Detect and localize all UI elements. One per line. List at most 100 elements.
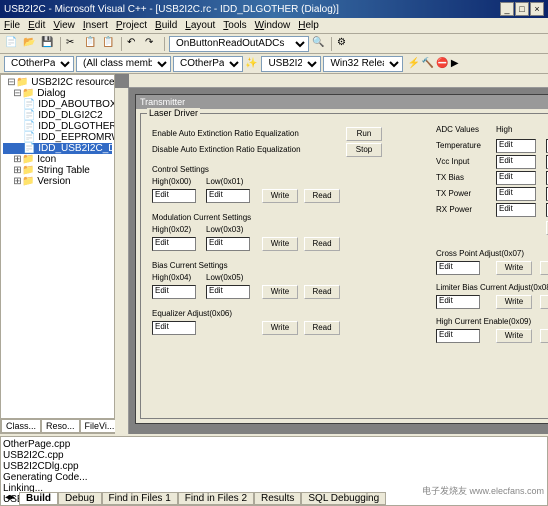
- edit-ctrl-low[interactable]: Edit: [206, 189, 250, 203]
- window-titlebar: USB2I2C - Microsoft Visual C++ - [USB2I2…: [0, 0, 548, 18]
- write-button-cp[interactable]: Write: [496, 261, 532, 275]
- read-button-lb[interactable]: Read: [540, 295, 548, 309]
- function-combo[interactable]: OnButtonReadOutADCs: [169, 36, 309, 52]
- resource-tree[interactable]: ⊟📁 USB2I2C resources ⊟📁 Dialog 📄 IDD_ABO…: [1, 75, 114, 418]
- label-vcc: Vcc Input: [436, 157, 469, 166]
- write-button-hc[interactable]: Write: [496, 329, 532, 343]
- tab-find2[interactable]: Find in Files 2: [178, 492, 254, 505]
- groupbox-label: Laser Driver: [147, 108, 200, 118]
- tab-sql[interactable]: SQL Debugging: [301, 492, 386, 505]
- compile-icon[interactable]: ⚡: [407, 58, 419, 69]
- read-button-mod[interactable]: Read: [304, 237, 340, 251]
- stop-build-icon[interactable]: ⛔: [436, 58, 448, 69]
- write-button-mod[interactable]: Write: [262, 237, 298, 251]
- edit-rxpower-high[interactable]: Edit: [496, 203, 536, 217]
- label-txbias: TX Bias: [436, 173, 464, 182]
- dialog-caption: Transmitter: [136, 95, 548, 109]
- go-icon[interactable]: ▶: [451, 58, 459, 69]
- window-controls: _ □ ×: [500, 2, 544, 16]
- wizard-icon[interactable]: ✨: [245, 58, 257, 69]
- menu-window[interactable]: Window: [255, 20, 291, 31]
- workspace-tabs: Class... Reso... FileVi...: [1, 418, 114, 433]
- project-combo[interactable]: USB2I2C: [261, 56, 321, 72]
- paste-icon[interactable]: 📋: [101, 36, 117, 52]
- close-button[interactable]: ×: [530, 2, 544, 16]
- tree-root[interactable]: ⊟📁 USB2I2C resources: [3, 77, 112, 88]
- class-combo[interactable]: COtherPage: [4, 56, 74, 72]
- tree-icon-folder[interactable]: ⊞📁 Icon: [3, 154, 112, 165]
- build-icon[interactable]: 🔨: [422, 58, 434, 69]
- read-button-cp[interactable]: Read: [540, 261, 548, 275]
- tab-fileview[interactable]: FileVi...: [80, 419, 120, 433]
- find-icon[interactable]: 🔍: [311, 36, 327, 52]
- tree-item[interactable]: 📄 IDD_ABOUTBOX: [3, 99, 112, 110]
- redo-icon[interactable]: ↷: [144, 36, 160, 52]
- members-combo[interactable]: (All class members): [76, 56, 171, 72]
- label-bias: Bias Current Settings: [152, 261, 228, 270]
- cut-icon[interactable]: ✂: [65, 36, 81, 52]
- menu-tools[interactable]: Tools: [223, 20, 246, 31]
- edit-txpower-high[interactable]: Edit: [496, 187, 536, 201]
- edit-equalizer[interactable]: Edit: [152, 321, 196, 335]
- copy-icon[interactable]: 📋: [83, 36, 99, 52]
- read-button-ctrl[interactable]: Read: [304, 189, 340, 203]
- undo-icon[interactable]: ↶: [126, 36, 142, 52]
- tree-dialog-folder[interactable]: ⊟📁 Dialog: [3, 88, 112, 99]
- tab-find1[interactable]: Find in Files 1: [102, 492, 178, 505]
- label-low-0x01: Low(0x01): [206, 177, 243, 186]
- tree-version-folder[interactable]: ⊞📁 Version: [3, 176, 112, 187]
- menu-project[interactable]: Project: [116, 20, 147, 31]
- tree-item[interactable]: 📄 IDD_DLGOTHER1: [3, 121, 112, 132]
- maximize-button[interactable]: □: [515, 2, 529, 16]
- tree-string-folder[interactable]: ⊞📁 String Table: [3, 165, 112, 176]
- tree-item[interactable]: 📄 IDD_DLGI2C2: [3, 110, 112, 121]
- menu-help[interactable]: Help: [298, 20, 319, 31]
- edit-bias-high[interactable]: Edit: [152, 285, 196, 299]
- menu-layout[interactable]: Layout: [185, 20, 215, 31]
- workspace: ⊟📁 USB2I2C resources ⊟📁 Dialog 📄 IDD_ABO…: [0, 74, 548, 434]
- write-button-lb[interactable]: Write: [496, 295, 532, 309]
- edit-mod-high[interactable]: Edit: [152, 237, 196, 251]
- edit-ctrl-high[interactable]: Edit: [152, 189, 196, 203]
- edit-limiterbias[interactable]: Edit: [436, 295, 480, 309]
- menu-insert[interactable]: Insert: [83, 20, 108, 31]
- tab-results[interactable]: Results: [254, 492, 301, 505]
- menu-edit[interactable]: Edit: [28, 20, 45, 31]
- tab-classview[interactable]: Class...: [1, 419, 41, 433]
- new-icon[interactable]: 📄: [4, 36, 20, 52]
- write-button-bias[interactable]: Write: [262, 285, 298, 299]
- tab-debug[interactable]: Debug: [58, 492, 101, 505]
- menu-file[interactable]: File: [4, 20, 20, 31]
- edit-mod-low[interactable]: Edit: [206, 237, 250, 251]
- edit-txbias-high[interactable]: Edit: [496, 171, 536, 185]
- save-icon[interactable]: 💾: [40, 36, 56, 52]
- read-button-hc[interactable]: Read: [540, 329, 548, 343]
- write-button-ctrl[interactable]: Write: [262, 189, 298, 203]
- dialog-canvas[interactable]: Transmitter Laser Driver Enable Auto Ext…: [135, 94, 548, 424]
- edit-temp-high[interactable]: Edit: [496, 139, 536, 153]
- menu-build[interactable]: Build: [155, 20, 177, 31]
- tree-item-selected[interactable]: 📄 IDD_USB2I2C_DIALOG: [3, 143, 112, 154]
- watermark: 电子发烧友 www.elecfans.com: [422, 484, 544, 497]
- edit-bias-low[interactable]: Edit: [206, 285, 250, 299]
- run-button[interactable]: Run: [346, 127, 382, 141]
- tool-icon[interactable]: ⚙: [336, 36, 352, 52]
- ruler-horizontal: [129, 74, 548, 88]
- menu-view[interactable]: View: [53, 20, 75, 31]
- edit-crosspoint[interactable]: Edit: [436, 261, 480, 275]
- read-button-eq[interactable]: Read: [304, 321, 340, 335]
- tab-resourceview[interactable]: Reso...: [41, 419, 80, 433]
- tree-item[interactable]: 📄 IDD_EEPROMRW: [3, 132, 112, 143]
- stop-button[interactable]: Stop: [346, 143, 382, 157]
- open-icon[interactable]: 📂: [22, 36, 38, 52]
- minimize-button[interactable]: _: [500, 2, 514, 16]
- label-control-settings: Control Settings: [152, 165, 209, 174]
- read-button-bias[interactable]: Read: [304, 285, 340, 299]
- edit-vcc-high[interactable]: Edit: [496, 155, 536, 169]
- config-combo[interactable]: Win32 Release: [323, 56, 403, 72]
- tab-build[interactable]: Build: [19, 492, 58, 505]
- func-combo2[interactable]: COtherPage: [173, 56, 243, 72]
- toolbar-wizard: COtherPage (All class members) COtherPag…: [0, 54, 548, 74]
- write-button-eq[interactable]: Write: [262, 321, 298, 335]
- edit-highcurrent[interactable]: Edit: [436, 329, 480, 343]
